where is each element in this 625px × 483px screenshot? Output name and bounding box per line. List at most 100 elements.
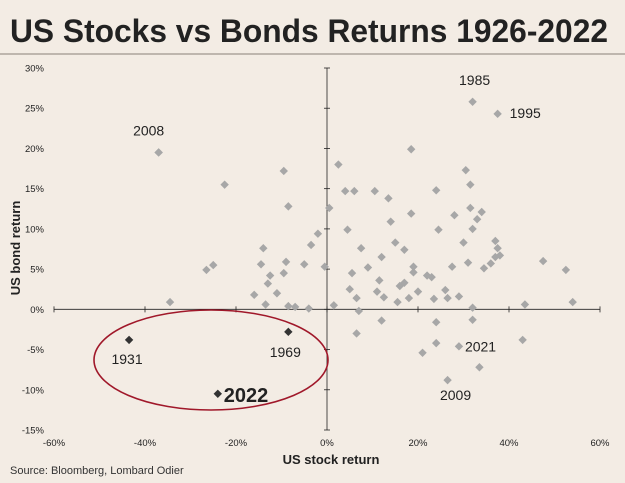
data-point <box>370 186 379 196</box>
x-tick-label: -20% <box>225 438 248 449</box>
point-label: 2021 <box>465 338 496 354</box>
data-point <box>568 297 577 307</box>
data-point <box>209 260 218 270</box>
data-point <box>306 240 316 250</box>
data-point <box>432 338 441 348</box>
data-point <box>454 342 464 351</box>
data-point <box>493 109 502 119</box>
data-point <box>468 315 477 324</box>
data-point <box>304 304 313 313</box>
data-point <box>334 160 343 169</box>
data-point <box>404 293 414 303</box>
data-point <box>400 278 409 287</box>
data-point <box>429 294 439 304</box>
data-point <box>406 209 416 218</box>
data-point <box>377 252 386 262</box>
y-tick-label: 25% <box>25 104 45 115</box>
data-point <box>561 265 571 275</box>
x-tick-label: 60% <box>590 438 610 449</box>
data-point <box>352 293 361 303</box>
data-point <box>472 215 482 224</box>
y-tick-label: 5% <box>30 265 44 276</box>
data-point <box>272 289 282 298</box>
data-point <box>466 180 475 189</box>
highlight-ellipse <box>93 309 329 411</box>
data-point <box>279 268 288 278</box>
x-tick-label: 40% <box>499 438 519 449</box>
y-tick-label: 15% <box>25 184 45 195</box>
y-tick-label: -15% <box>22 426 45 437</box>
data-point <box>486 259 495 268</box>
data-point <box>343 225 352 234</box>
point-label: 2009 <box>440 387 471 403</box>
data-point <box>477 207 486 217</box>
data-point <box>461 165 470 175</box>
data-point <box>493 243 502 253</box>
data-point <box>409 262 418 271</box>
data-point <box>377 316 386 325</box>
data-point <box>538 256 548 266</box>
data-point <box>463 258 473 267</box>
data-point <box>447 262 457 271</box>
data-point <box>341 186 350 196</box>
data-point <box>441 285 450 295</box>
data-point <box>290 302 300 312</box>
y-tick-label: 10% <box>25 224 45 235</box>
y-tick-label: 30% <box>25 64 45 75</box>
highlighted-point <box>284 327 293 337</box>
plot-area: 30% 25% 20% 15% 10% 5% 0% -5% -10% -15%-60% -40% -2… <box>22 64 610 450</box>
data-point <box>202 265 211 275</box>
data-point <box>520 300 530 309</box>
data-point <box>265 271 275 280</box>
data-point <box>413 287 423 296</box>
y-axis-label: US bond return <box>8 201 23 296</box>
data-point <box>313 229 323 238</box>
data-point <box>279 166 288 176</box>
data-point <box>454 292 464 301</box>
x-axis-label: US stock return <box>283 452 380 467</box>
data-point <box>386 217 395 226</box>
data-point <box>220 180 229 189</box>
data-point <box>284 202 293 211</box>
data-point <box>432 186 441 195</box>
data-point <box>391 238 400 247</box>
data-point <box>154 148 163 157</box>
data-point <box>256 260 266 269</box>
data-point <box>443 293 452 303</box>
data-point <box>466 203 475 213</box>
data-point <box>325 203 334 213</box>
data-point <box>468 97 477 106</box>
point-label: 1931 <box>111 351 142 367</box>
data-point <box>479 264 489 273</box>
data-point <box>259 243 268 253</box>
data-point <box>345 285 354 294</box>
x-tick-label: 0% <box>320 438 334 449</box>
data-point <box>432 318 441 327</box>
data-point <box>372 287 382 296</box>
data-point <box>354 306 364 316</box>
data-point <box>300 260 309 269</box>
data-point <box>491 236 500 246</box>
data-point <box>427 272 436 282</box>
data-point <box>329 301 339 310</box>
y-tick-label: 0% <box>30 305 44 316</box>
data-point <box>379 293 389 302</box>
data-point <box>350 186 359 196</box>
source-note: Source: Bloomberg, Lombard Odier <box>10 465 184 477</box>
data-point <box>495 251 505 260</box>
data-point <box>320 262 329 271</box>
data-point <box>443 375 452 385</box>
data-point <box>384 194 393 203</box>
y-tick-label: -5% <box>27 345 44 356</box>
x-tick-label: -40% <box>134 438 157 449</box>
data-point <box>263 279 273 288</box>
data-point <box>459 238 468 247</box>
data-point <box>406 145 416 154</box>
data-point <box>409 268 418 277</box>
data-point <box>347 268 357 278</box>
data-point <box>363 263 373 272</box>
data-point <box>281 257 291 267</box>
data-point <box>165 297 175 307</box>
data-point <box>468 303 477 312</box>
highlighted-point <box>213 389 222 398</box>
